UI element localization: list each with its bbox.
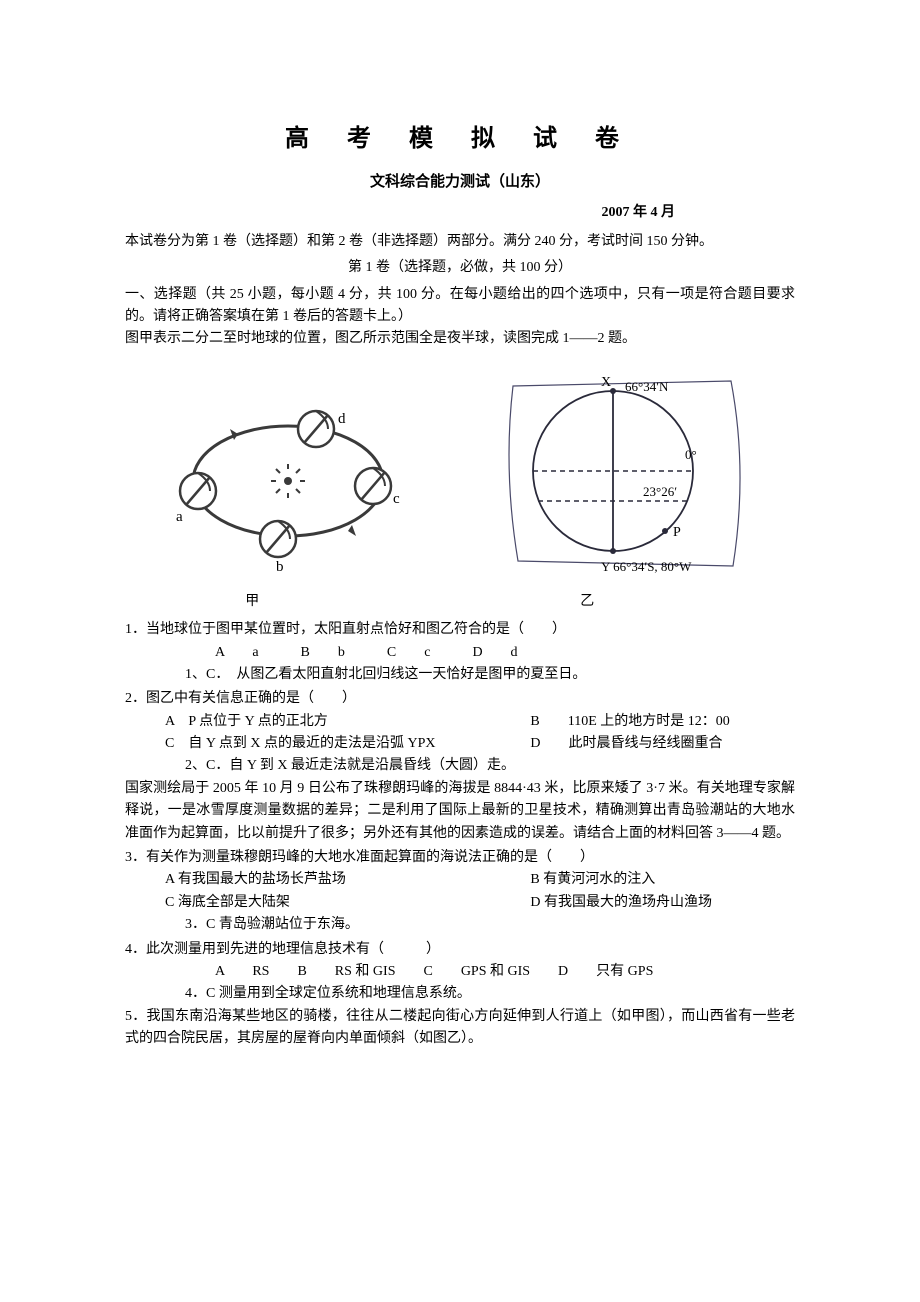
exam-date: 2007 年 4 月: [125, 202, 795, 224]
question-2-options-row1: A P 点位于 Y 点的正北方 B 110E 上的地方时是 12：00: [125, 711, 795, 733]
context-q3-q4: 国家测绘局于 2005 年 10 月 9 日公布了珠穆朗玛峰的海拔是 8844·…: [125, 778, 795, 845]
svg-text:66°34′N: 66°34′N: [625, 379, 669, 394]
question-2-opt-a: A P 点位于 Y 点的正北方: [165, 711, 530, 733]
figures-row: a b c d X 66°: [125, 371, 795, 581]
question-3: 3．有关作为测量珠穆朗玛峰的大地水准面起算面的海说法正确的是（ ）: [125, 847, 795, 869]
question-3-options-row1: A 有我国最大的盐场长芦盐场 B 有黄河河水的注入: [125, 869, 795, 891]
question-2-options-row2: C 自 Y 点到 X 点的最近的走法是沿弧 YPX D 此时晨昏线与经线圈重合: [125, 733, 795, 755]
figure-label-yi: 乙: [380, 591, 795, 613]
svg-text:0°: 0°: [685, 447, 697, 462]
question-4-answer: 4．C 测量用到全球定位系统和地理信息系统。: [125, 983, 795, 1005]
question-2-opt-b: B 110E 上的地方时是 12：00: [530, 711, 795, 733]
svg-text:b: b: [276, 559, 284, 571]
page-subtitle: 文科综合能力测试（山东）: [125, 170, 795, 194]
svg-text:X: X: [601, 375, 611, 390]
svg-text:c: c: [393, 491, 400, 507]
svg-text:Y 66°34′S, 80°W: Y 66°34′S, 80°W: [601, 559, 692, 574]
section-1-header: 第 1 卷（选择题，必做，共 100 分）: [125, 257, 795, 279]
question-2-opt-c: C 自 Y 点到 X 点的最近的走法是沿弧 YPX: [165, 733, 530, 755]
svg-text:P: P: [673, 525, 681, 540]
figure-label-jia: 甲: [125, 591, 380, 613]
intro-paragraph: 本试卷分为第 1 卷（选择题）和第 2 卷（非选择题）两部分。满分 240 分，…: [125, 231, 795, 253]
question-3-opt-c: C 海底全部是大陆架: [165, 892, 530, 914]
svg-text:23°26′: 23°26′: [643, 484, 677, 499]
figure-jia: a b c d: [168, 381, 408, 571]
instructions: 一、选择题（共 25 小题，每小题 4 分，共 100 分。在每小题给出的四个选…: [125, 284, 795, 329]
figure-labels-row: 甲 乙: [125, 591, 795, 613]
figure-yi: X 66°34′N 0° 23°26′ P Y 66°34′S, 80°W: [493, 371, 753, 581]
svg-text:a: a: [176, 509, 183, 525]
svg-text:d: d: [338, 411, 346, 427]
question-2-answer: 2、C．自 Y 到 X 最近走法就是沿晨昏线（大圆）走。: [125, 755, 795, 777]
question-3-opt-a: A 有我国最大的盐场长芦盐场: [165, 869, 530, 891]
question-3-answer: 3．C 青岛验潮站位于东海。: [125, 914, 795, 936]
page-title: 高 考 模 拟 试 卷: [125, 120, 795, 158]
question-3-opt-b: B 有黄河河水的注入: [530, 869, 795, 891]
question-2: 2．图乙中有关信息正确的是（ ）: [125, 688, 795, 710]
question-3-options-row2: C 海底全部是大陆架 D 有我国最大的渔场舟山渔场: [125, 892, 795, 914]
context-q1-q2: 图甲表示二分二至时地球的位置，图乙所示范围全是夜半球，读图完成 1——2 题。: [125, 328, 795, 350]
question-3-opt-d: D 有我国最大的渔场舟山渔场: [530, 892, 795, 914]
question-4-options: A RS B RS 和 GIS C GPS 和 GIS D 只有 GPS: [125, 961, 795, 983]
question-4: 4．此次测量用到先进的地理信息技术有（ ）: [125, 939, 795, 961]
question-1-options: A a B b C c D d: [125, 642, 795, 664]
question-1: 1．当地球位于图甲某位置时，太阳直射点恰好和图乙符合的是（ ）: [125, 619, 795, 641]
question-1-answer: 1、C． 从图乙看太阳直射北回归线这一天恰好是图甲的夏至日。: [125, 664, 795, 686]
question-2-opt-d: D 此时晨昏线与经线圈重合: [530, 733, 795, 755]
question-5: 5．我国东南沿海某些地区的骑楼，往往从二楼起向街心方向延伸到人行道上（如甲图），…: [125, 1006, 795, 1051]
